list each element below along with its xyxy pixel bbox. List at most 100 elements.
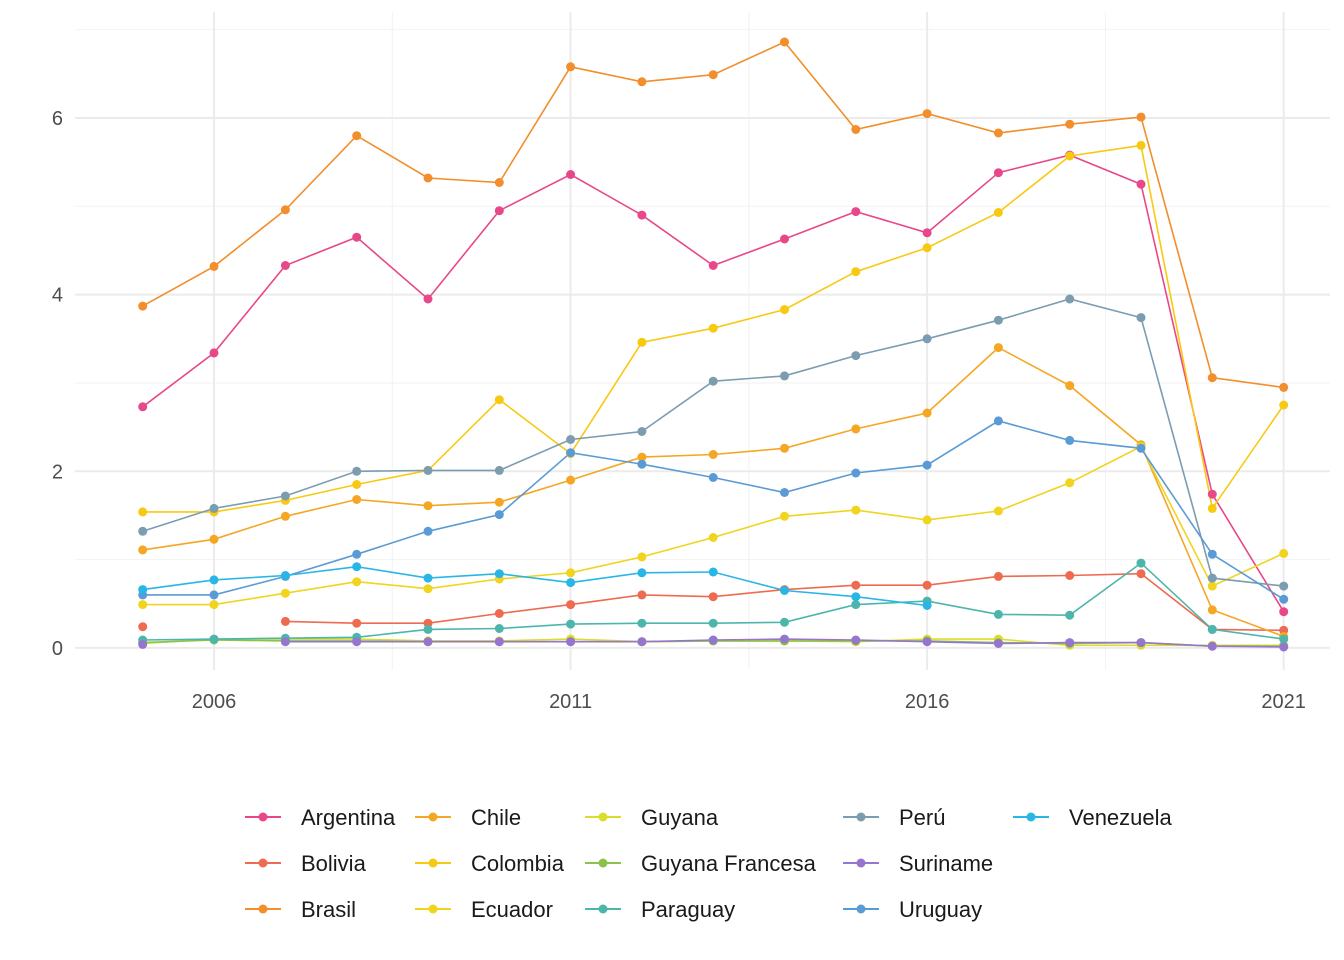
data-point-paraguay xyxy=(566,619,576,629)
data-point-argentina xyxy=(423,294,433,304)
data-point-argentina xyxy=(922,228,932,238)
data-point-brasil xyxy=(922,109,932,119)
data-point-per- xyxy=(494,465,504,475)
data-point-chile xyxy=(851,424,861,434)
data-point-chile xyxy=(566,475,576,485)
legend-label: Guyana xyxy=(641,805,719,830)
data-point-suriname xyxy=(637,637,647,647)
data-point-uruguay xyxy=(423,526,433,536)
data-point-brasil xyxy=(1065,119,1075,129)
data-point-suriname xyxy=(1279,642,1289,652)
data-point-per- xyxy=(280,491,290,501)
data-point-uruguay xyxy=(1065,435,1075,445)
data-point-colombia xyxy=(1207,503,1217,513)
data-point-venezuela xyxy=(423,573,433,583)
legend-key-point xyxy=(1026,812,1036,822)
data-point-argentina xyxy=(280,261,290,270)
legend-item-argentina: Argentina xyxy=(245,805,396,830)
data-point-brasil xyxy=(1207,373,1217,383)
data-point-bolivia xyxy=(494,609,504,618)
data-point-ecuador xyxy=(993,506,1003,516)
data-point-uruguay xyxy=(209,590,219,600)
data-point-ecuador xyxy=(637,552,647,562)
x-tick-label: 2021 xyxy=(1261,691,1306,713)
data-point-ecuador xyxy=(566,568,576,578)
data-point-colombia xyxy=(922,243,932,253)
data-point-brasil xyxy=(637,77,647,87)
data-point-argentina xyxy=(566,170,576,179)
data-point-chile xyxy=(494,497,504,507)
legend-key-point xyxy=(598,858,608,868)
data-point-chile xyxy=(637,452,647,462)
data-point-per- xyxy=(993,315,1003,325)
data-point-uruguay xyxy=(494,510,504,520)
data-point-uruguay xyxy=(922,460,932,470)
y-tick-label: 4 xyxy=(52,285,63,307)
data-point-uruguay xyxy=(993,416,1003,426)
legend-key-point xyxy=(856,858,866,868)
legend-item-venezuela: Venezuela xyxy=(1013,805,1173,830)
data-point-chile xyxy=(1207,605,1217,615)
data-point-per- xyxy=(851,351,861,361)
series-line-per- xyxy=(142,298,1284,587)
data-point-per- xyxy=(1279,581,1289,591)
data-point-suriname xyxy=(1207,641,1217,651)
data-point-bolivia xyxy=(1065,571,1075,580)
data-point-venezuela xyxy=(280,571,290,580)
data-point-brasil xyxy=(780,37,789,47)
data-point-brasil xyxy=(209,261,219,271)
legend-label: Suriname xyxy=(899,851,993,876)
data-point-paraguay xyxy=(209,634,219,644)
data-point-argentina xyxy=(1279,607,1289,617)
data-point-venezuela xyxy=(922,601,932,610)
data-point-argentina xyxy=(993,168,1003,178)
data-point-venezuela xyxy=(566,578,576,588)
data-point-chile xyxy=(1065,381,1075,391)
data-point-suriname xyxy=(993,639,1003,648)
data-point-paraguay xyxy=(708,618,718,628)
data-point-argentina xyxy=(1207,489,1217,499)
data-point-chile xyxy=(280,511,290,521)
legend-item-per-: Perú xyxy=(843,805,945,830)
data-point-ecuador xyxy=(1279,548,1289,558)
series-lines xyxy=(142,41,1285,648)
legend-key-point xyxy=(258,858,268,868)
data-point-suriname xyxy=(280,637,290,647)
y-axis-tick-labels: 0 2 4 6 xyxy=(52,108,63,660)
data-point-bolivia xyxy=(708,592,718,602)
data-point-colombia xyxy=(352,480,362,489)
data-point-per- xyxy=(423,465,433,475)
legend-key-point xyxy=(598,812,608,822)
data-point-ecuador xyxy=(423,584,433,594)
data-point-suriname xyxy=(1136,638,1146,648)
data-point-ecuador xyxy=(1065,478,1075,488)
data-point-per- xyxy=(1207,573,1217,583)
x-tick-label: 2016 xyxy=(905,691,950,713)
legend-key-point xyxy=(428,812,438,822)
series-line-ecuador xyxy=(142,445,1285,606)
data-point-paraguay xyxy=(1279,634,1289,644)
data-point-per- xyxy=(209,503,219,513)
data-point-uruguay xyxy=(352,549,362,559)
data-point-colombia xyxy=(851,267,861,277)
data-point-argentina xyxy=(780,234,789,244)
data-point-bolivia xyxy=(1136,569,1146,579)
data-point-ecuador xyxy=(352,577,362,587)
data-point-chile xyxy=(780,443,789,453)
legend: Argentina Bolivia Brasil Chile Colombia Ecuad… xyxy=(245,805,1173,922)
data-point-brasil xyxy=(708,70,718,80)
data-point-suriname xyxy=(780,634,789,644)
data-point-paraguay xyxy=(780,617,789,627)
series-points xyxy=(138,37,1289,652)
data-point-suriname xyxy=(423,637,433,647)
data-point-ecuador xyxy=(138,600,148,610)
legend-item-guyana: Guyana xyxy=(585,805,719,830)
legend-label: Argentina xyxy=(301,805,396,830)
data-point-argentina xyxy=(209,348,219,358)
data-point-bolivia xyxy=(993,571,1003,581)
data-point-uruguay xyxy=(851,468,861,478)
data-point-chile xyxy=(423,501,433,511)
data-point-paraguay xyxy=(423,624,433,634)
data-point-suriname xyxy=(708,635,718,645)
